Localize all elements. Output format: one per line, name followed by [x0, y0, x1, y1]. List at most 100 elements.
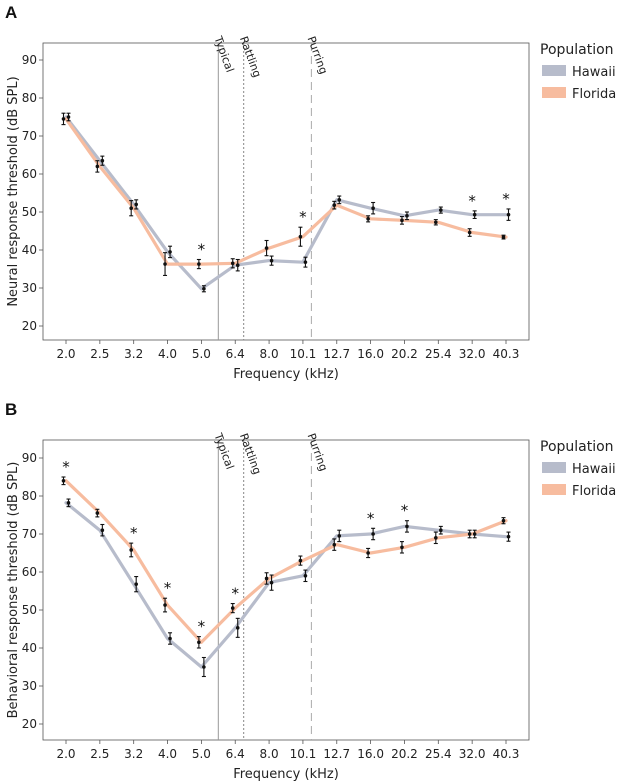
data-point-florida	[129, 206, 133, 210]
x-axis-label: Frequency (kHz)	[233, 767, 339, 782]
data-point-florida	[129, 548, 133, 552]
legend-swatch-florida	[542, 87, 566, 98]
y-tick-label: 80	[22, 91, 37, 105]
legend-title: Population	[540, 42, 614, 58]
data-point-florida	[264, 246, 269, 250]
data-point-florida	[197, 640, 201, 645]
data-point-hawaii	[405, 214, 409, 218]
data-point-hawaii	[506, 212, 511, 217]
data-point-hawaii	[405, 524, 409, 529]
x-tick-label: 25.4	[425, 747, 452, 761]
data-point-florida	[434, 536, 438, 540]
data-point-florida	[230, 606, 235, 610]
x-tick-label: 5.0	[192, 747, 211, 761]
y-tick-label: 30	[22, 679, 37, 693]
data-point-florida	[163, 603, 167, 607]
x-tick-label: 3.2	[124, 347, 143, 361]
series-line-florida	[64, 117, 508, 266]
data-point-florida	[298, 234, 303, 239]
y-tick-label: 90	[22, 53, 37, 67]
data-point-florida	[230, 261, 235, 266]
x-axis-label: Frequency (kHz)	[233, 367, 339, 382]
x-tick-label: 5.0	[192, 347, 211, 361]
x-tick-label: 6.4	[226, 347, 245, 361]
data-point-hawaii	[100, 158, 105, 163]
series-line-florida	[64, 479, 508, 644]
plot-frame	[42, 42, 530, 341]
y-tick-label: 70	[22, 129, 37, 143]
x-tick-label: 6.4	[226, 747, 245, 761]
x-tick-label: 10.1	[290, 347, 317, 361]
x-tick-label: 16.0	[357, 347, 384, 361]
data-point-hawaii	[506, 534, 511, 539]
legend-label-florida: Florida	[572, 87, 616, 102]
panel-letter: B	[5, 400, 17, 419]
x-tick-label: 2.5	[90, 747, 109, 761]
legend-swatch-hawaii	[542, 65, 566, 76]
significance-star: *	[130, 524, 138, 542]
x-tick-label: 40.3	[493, 747, 520, 761]
significance-star: *	[299, 208, 307, 226]
legend-label-hawaii: Hawaii	[572, 65, 616, 80]
y-tick-label: 40	[22, 243, 37, 257]
y-tick-label: 40	[22, 641, 37, 655]
data-point-hawaii	[439, 208, 443, 212]
significance-star: *	[164, 579, 172, 597]
data-point-hawaii	[337, 198, 342, 202]
y-tick-label: 50	[22, 205, 37, 219]
x-tick-label: 25.4	[425, 347, 452, 361]
x-tick-label: 8.0	[260, 347, 279, 361]
y-tick-label: 20	[22, 717, 37, 731]
data-point-hawaii	[66, 501, 71, 505]
significance-star: *	[502, 190, 510, 208]
y-tick-label: 60	[22, 167, 37, 181]
series-line-hawaii	[64, 115, 508, 291]
data-point-florida	[434, 220, 438, 225]
data-point-florida	[95, 164, 100, 169]
y-tick-label: 20	[22, 319, 37, 333]
x-tick-label: 3.2	[124, 747, 143, 761]
data-point-hawaii	[371, 206, 375, 210]
data-point-hawaii	[439, 528, 443, 532]
data-point-florida	[467, 230, 472, 235]
data-point-florida	[366, 217, 370, 221]
y-tick-label: 80	[22, 489, 37, 503]
data-point-hawaii	[269, 258, 274, 263]
x-tick-label: 12.7	[323, 347, 350, 361]
x-tick-label: 4.0	[158, 747, 177, 761]
data-point-hawaii	[472, 532, 477, 536]
series-line-hawaii	[64, 501, 508, 669]
y-tick-label: 30	[22, 281, 37, 295]
x-tick-label: 4.0	[158, 347, 177, 361]
panel-letter: A	[5, 3, 17, 22]
x-tick-label: 32.0	[459, 747, 486, 761]
x-tick-label: 12.7	[323, 747, 350, 761]
panel-a: A 20 30 40 50 60 70 80 90 2.0 2.5 3.2 4.0 5.0 6.4 8.0 10…	[5, 3, 616, 382]
data-point-florida	[332, 542, 337, 547]
data-point-hawaii	[202, 286, 206, 291]
x-tick-label: 8.0	[260, 747, 279, 761]
panel-b: B 20 30 40 50 60 70 80 90 2.0 2.5 3.2 4.0 5.0 6.4 8.0 10…	[5, 400, 616, 782]
data-point-florida	[332, 203, 337, 207]
legend-label-florida: Florida	[572, 484, 616, 499]
data-point-florida	[400, 545, 404, 550]
data-point-hawaii	[134, 202, 138, 207]
y-axis-label: Behavioral response threshold (dB SPL)	[6, 462, 21, 719]
x-tick-label: 32.0	[459, 347, 486, 361]
x-tick-label: 20.2	[391, 747, 418, 761]
data-point-florida	[264, 576, 269, 581]
data-point-florida	[61, 479, 66, 483]
x-tick-label: 2.0	[56, 747, 75, 761]
data-point-florida	[298, 558, 303, 563]
y-tick-label: 70	[22, 527, 37, 541]
legend-title: Population	[540, 439, 614, 455]
data-point-florida	[400, 218, 404, 223]
significance-star: *	[231, 585, 239, 603]
marker-label-rattling: Rattling	[237, 432, 264, 477]
plot-frame	[42, 439, 530, 741]
data-point-hawaii	[303, 574, 308, 578]
x-tick-label: 20.2	[391, 347, 418, 361]
data-point-hawaii	[202, 665, 206, 669]
data-point-hawaii	[337, 534, 342, 538]
data-point-hawaii	[168, 250, 172, 254]
